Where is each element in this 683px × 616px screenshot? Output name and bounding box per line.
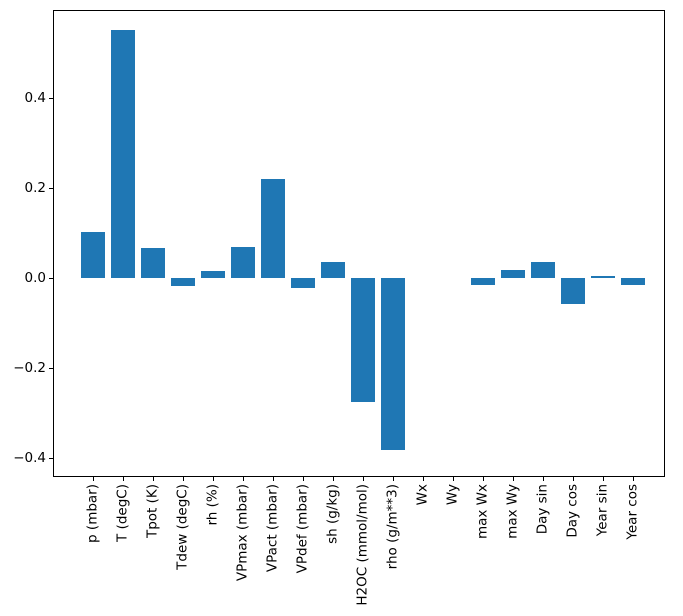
bar <box>111 30 135 279</box>
bar <box>381 278 405 450</box>
plot-area <box>53 10 665 477</box>
x-tick-mark <box>392 477 394 481</box>
y-tick-label: 0.2 <box>24 180 46 197</box>
x-tick-label: sh (g/kg) <box>324 484 341 544</box>
x-tick-label: Wx <box>414 484 431 506</box>
x-tick-label: Tpot (K) <box>144 484 161 539</box>
x-tick-label: max Wy <box>504 484 521 539</box>
bar <box>321 262 345 279</box>
x-tick-mark <box>242 477 244 481</box>
y-tick-mark <box>49 97 53 99</box>
bar <box>201 271 225 279</box>
x-tick-mark <box>572 477 574 481</box>
x-tick-label: max Wx <box>474 484 491 540</box>
x-tick-label: Tdew (degC) <box>174 484 191 570</box>
bar <box>471 278 495 286</box>
x-tick-mark <box>182 477 184 481</box>
bar <box>531 262 555 279</box>
x-tick-mark <box>632 477 634 481</box>
bar <box>141 248 165 279</box>
bar <box>291 278 315 288</box>
x-tick-label: T (degC) <box>114 484 131 542</box>
bar <box>621 278 645 286</box>
x-tick-mark <box>542 477 544 481</box>
x-tick-label: Wy <box>444 484 461 506</box>
y-tick-label: −0.4 <box>13 450 46 467</box>
x-tick-label: VPdef (mbar) <box>294 484 311 574</box>
bar <box>501 270 525 279</box>
x-tick-label: Day cos <box>564 484 581 538</box>
bar <box>591 275 615 279</box>
x-tick-mark <box>452 477 454 481</box>
y-tick-mark <box>49 457 53 459</box>
x-tick-label: p (mbar) <box>84 484 101 543</box>
x-tick-mark <box>422 477 424 481</box>
bar <box>171 278 195 286</box>
y-tick-mark <box>49 367 53 369</box>
x-tick-mark <box>362 477 364 481</box>
bar <box>561 278 585 305</box>
y-tick-label: −0.2 <box>13 360 46 377</box>
y-tick-mark <box>49 277 53 279</box>
x-tick-mark <box>212 477 214 481</box>
bar <box>351 278 375 403</box>
x-tick-label: rho (g/m**3) <box>384 484 401 570</box>
y-tick-label: 0.4 <box>24 90 46 107</box>
y-tick-label: 0.0 <box>24 270 46 287</box>
y-tick-mark <box>49 187 53 189</box>
x-tick-label: Year sin <box>594 484 611 537</box>
x-tick-label: rh (%) <box>204 484 221 526</box>
x-tick-mark <box>272 477 274 481</box>
x-tick-mark <box>512 477 514 481</box>
x-tick-label: VPmax (mbar) <box>234 484 251 582</box>
x-tick-mark <box>482 477 484 481</box>
bar <box>81 232 105 279</box>
x-tick-label: VPact (mbar) <box>264 484 281 573</box>
bar <box>231 246 255 279</box>
x-tick-mark <box>602 477 604 481</box>
x-tick-mark <box>122 477 124 481</box>
bar <box>261 179 285 279</box>
x-tick-mark <box>302 477 304 481</box>
x-tick-mark <box>332 477 334 481</box>
x-tick-label: Day sin <box>534 484 551 535</box>
x-tick-label: H2OC (mmol/mol) <box>354 484 371 606</box>
x-tick-label: Year cos <box>624 484 641 540</box>
x-tick-mark <box>92 477 94 481</box>
x-tick-mark <box>152 477 154 481</box>
